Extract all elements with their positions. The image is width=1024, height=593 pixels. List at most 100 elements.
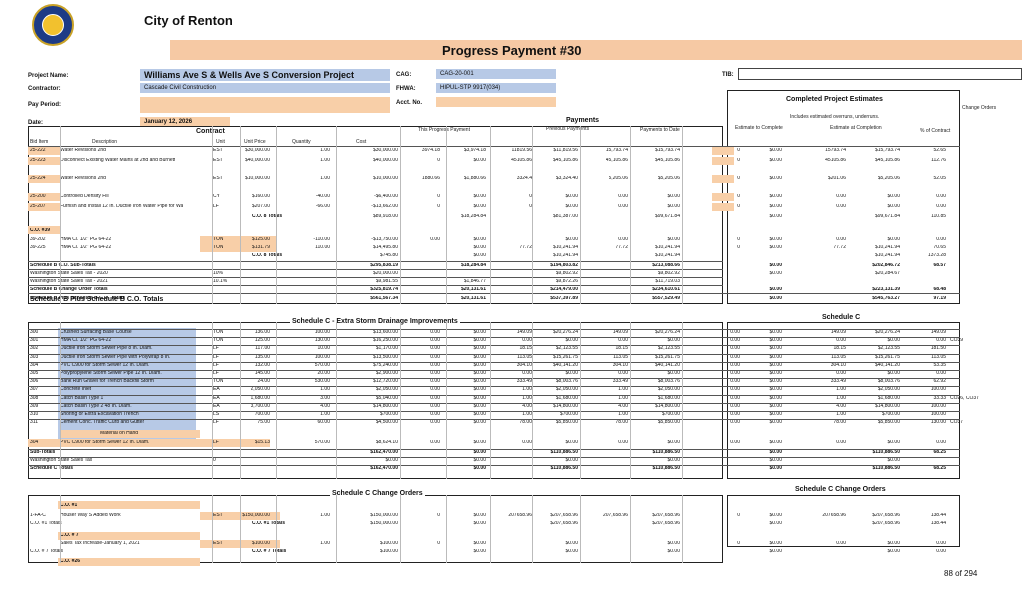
cell-label: C.O. #1 Totals bbox=[30, 521, 62, 526]
cell-cost: $13,600.00 bbox=[372, 330, 398, 335]
cell-eac: $223,131.39 bbox=[872, 287, 900, 292]
cell-tq: 0.00 bbox=[430, 237, 440, 242]
cell-pq: 1.00 bbox=[522, 412, 532, 417]
cell-tq: 0.00 bbox=[430, 338, 440, 344]
cell-cost: $561,567.34 bbox=[370, 296, 398, 301]
cell-tq: 0.00 bbox=[430, 395, 440, 401]
column-divider bbox=[400, 495, 401, 563]
cell-pq: 113.05 bbox=[517, 354, 532, 360]
cell-dq: 78.00 bbox=[615, 420, 628, 426]
cell-pct: 0.00 bbox=[936, 541, 946, 546]
row-band bbox=[712, 193, 734, 201]
cell-ecq: 0.00 bbox=[730, 403, 740, 409]
cell-dq: 304.10 bbox=[612, 362, 628, 368]
cell-eac: $0.00 bbox=[887, 371, 900, 376]
cell-price: $150,000.00 bbox=[242, 513, 270, 518]
cell-ecq: 0.00 bbox=[730, 379, 740, 385]
cell-pc: $2,123.55 bbox=[555, 346, 578, 352]
cell-eaq: 0.00 bbox=[836, 541, 846, 546]
cell-dc: $15,793.74 bbox=[654, 148, 680, 153]
cell-ecc: $0.00 bbox=[769, 466, 782, 472]
cell-tq: 0 bbox=[437, 194, 440, 199]
cell-eac: $207,658.96 bbox=[872, 513, 900, 518]
cell-price: $15.13 bbox=[254, 440, 270, 446]
cell-eac: $10,241.94 bbox=[874, 245, 900, 250]
cell-dc: $0.00 bbox=[667, 338, 680, 344]
cell-pc: $20,276.24 bbox=[552, 330, 578, 335]
cell-pq: 4.00 bbox=[522, 403, 532, 409]
cell-eac: $99,671.84 bbox=[874, 214, 900, 219]
cell-pc: $0.00 bbox=[565, 204, 578, 209]
cell-dq: 4.00 bbox=[618, 403, 628, 409]
cell-qty: -40.00 bbox=[315, 194, 330, 199]
cell-desc: Catch Basin Type 1 bbox=[60, 395, 104, 401]
cell-tq: 0.00 bbox=[430, 420, 440, 426]
cell-item: 304 bbox=[30, 362, 39, 368]
cell-ecc: $0.00 bbox=[769, 296, 782, 301]
cell-dq: 5,205.06 bbox=[608, 176, 628, 181]
col-this-payment: This Progress Payment bbox=[418, 127, 470, 133]
cell-ecq: 0 bbox=[737, 513, 740, 518]
cell-cost: $14,800.00 bbox=[372, 403, 398, 409]
cell-unit: EST bbox=[213, 541, 223, 546]
schedule-c-co-title: Schedule C Change Orders bbox=[330, 490, 425, 497]
date-label: Date: bbox=[28, 120, 44, 126]
cell-price: 145.00 bbox=[254, 371, 270, 376]
cell-dq: 45,105.86 bbox=[605, 158, 628, 163]
cell-tc: $0.00 bbox=[473, 466, 486, 472]
cell-pct: 62.92 bbox=[933, 379, 946, 385]
schedule-b-total-label: Schedule B Plus Schedule B C.O. Totals bbox=[30, 296, 164, 303]
cell-price: $30,000.00 bbox=[244, 148, 270, 153]
cell-dc: $9,802.92 bbox=[657, 271, 680, 276]
co7-totals-label: C.O. # 7 Totals bbox=[252, 549, 287, 554]
cell-desc: HMA Cl. 1/2" PG 64-22 bbox=[60, 338, 112, 344]
cell-unit: EST bbox=[213, 176, 223, 181]
cell-ecq: 0.00 bbox=[730, 362, 740, 368]
cell-rate: 0 bbox=[213, 458, 216, 464]
project-label: Project Name: bbox=[28, 73, 69, 79]
cell-qty: 530.00 bbox=[314, 379, 330, 385]
cell-dq: 15,793.74 bbox=[605, 148, 628, 153]
column-divider bbox=[336, 495, 337, 563]
cell-ecq: 0.00 bbox=[730, 371, 740, 376]
cell-price: 24.00 bbox=[257, 379, 270, 385]
cell-unit: LF bbox=[213, 362, 219, 368]
column-divider bbox=[276, 322, 277, 479]
col-unit: Unit bbox=[216, 139, 225, 145]
cell-qty: 130.00 bbox=[314, 338, 330, 344]
cell-cost: $13,500.00 bbox=[372, 354, 398, 360]
cell-pq: 0.00 bbox=[522, 338, 532, 344]
row-divider bbox=[28, 457, 960, 459]
cell-pct: 68.48 bbox=[933, 287, 946, 292]
cell-unit: EST bbox=[213, 513, 223, 518]
column-divider bbox=[682, 126, 683, 304]
cell-eac: $2,050.00 bbox=[877, 387, 900, 393]
cell-cost: $1,170.00 bbox=[375, 346, 398, 352]
cell-label: C.O. # 7 Totals bbox=[30, 549, 63, 554]
cell-eac: $2,123.55 bbox=[877, 346, 900, 352]
cell-cost: $700.00 bbox=[379, 412, 398, 417]
cell-dc: $45,105.86 bbox=[654, 158, 680, 163]
cell-eac: $5,205.06 bbox=[877, 176, 900, 181]
contractor-name: Cascade Civil Construction bbox=[144, 85, 217, 91]
column-divider bbox=[240, 322, 241, 479]
column-divider bbox=[240, 495, 241, 563]
cell-ecc: $0.00 bbox=[769, 271, 782, 276]
cell-qty: -66.00 bbox=[315, 204, 330, 209]
cell-cost: $295,838.19 bbox=[370, 263, 398, 268]
cell-eac: $0.00 bbox=[887, 541, 900, 546]
cell-ecc: $0.00 bbox=[769, 176, 782, 181]
row-divider bbox=[28, 277, 723, 278]
row-divider bbox=[28, 337, 960, 339]
cell-eaq: 304.10 bbox=[830, 362, 846, 368]
cell-cost: $10,000.00 bbox=[372, 176, 398, 181]
cell-eaq: 1.00 bbox=[836, 395, 846, 401]
cell-pct: 110.85 bbox=[931, 214, 946, 219]
cell-ecc: $0.00 bbox=[769, 346, 782, 352]
cell-pct: 138.44 bbox=[930, 521, 946, 526]
includes-note: Includes estimated overruns, underruns. bbox=[790, 114, 880, 120]
cell-label: Schedule B C.O. Sub-Totals bbox=[30, 263, 96, 268]
cell-pc: $9,802.92 bbox=[555, 271, 578, 276]
cell-pq: 1.00 bbox=[522, 387, 532, 393]
row-band bbox=[58, 558, 200, 566]
